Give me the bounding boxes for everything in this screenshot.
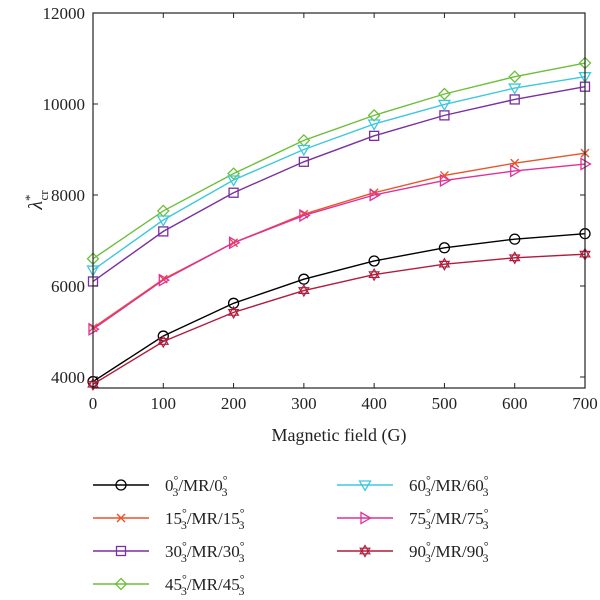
series-90 bbox=[87, 247, 591, 391]
data-point bbox=[367, 108, 381, 122]
data-point bbox=[227, 167, 240, 181]
x-tick-label: 200 bbox=[221, 394, 247, 413]
series-line bbox=[92, 253, 586, 385]
data-point bbox=[509, 94, 520, 105]
series-line bbox=[92, 232, 586, 383]
data-point bbox=[226, 175, 241, 187]
legend-item-45: 45° 3/MR/45° 3 bbox=[93, 572, 245, 598]
x-tick-label: 600 bbox=[502, 394, 528, 413]
series-line bbox=[92, 62, 586, 260]
data-point bbox=[508, 83, 522, 95]
legend-item-90: 90° 3/MR/90° 3 bbox=[337, 539, 489, 565]
legend-swatch-marker bbox=[114, 577, 128, 591]
data-point bbox=[299, 208, 311, 223]
data-point bbox=[88, 322, 100, 336]
y-tick-label: 8000 bbox=[51, 186, 85, 205]
legend-item-0: 0° 3/MR/0° 3 bbox=[93, 473, 228, 499]
x-tick-label: 700 bbox=[572, 394, 598, 413]
data-point bbox=[368, 267, 380, 282]
data-point bbox=[298, 283, 310, 298]
data-point bbox=[227, 305, 240, 320]
series-15 bbox=[88, 148, 590, 333]
legend-label: 15° 3/MR/15° 3 bbox=[165, 506, 245, 532]
legend-label: 0° 3/MR/0° 3 bbox=[165, 473, 228, 499]
plot-frame bbox=[92, 12, 586, 389]
data-point bbox=[156, 215, 170, 227]
data-point bbox=[437, 99, 452, 112]
data-point bbox=[368, 130, 380, 142]
legend-swatch-marker bbox=[115, 479, 127, 491]
plot-area bbox=[86, 56, 592, 391]
data-point bbox=[510, 164, 522, 178]
data-point bbox=[157, 334, 170, 349]
x-tick-label: 500 bbox=[432, 394, 458, 413]
legend-label: 45° 3/MR/45° 3 bbox=[165, 572, 245, 598]
y-tick-label: 6000 bbox=[51, 277, 85, 296]
legend-swatch-marker bbox=[359, 544, 371, 558]
legend-item-15: 15° 3/MR/15° 3 bbox=[93, 506, 245, 532]
x-tick-label: 400 bbox=[361, 394, 387, 413]
data-point bbox=[367, 119, 381, 131]
data-point bbox=[508, 251, 521, 265]
legend-swatch-marker bbox=[360, 511, 372, 525]
legend: 0° 3/MR/0° 3 15° 3/MR/15° 3 30° 3/MR/30° 3 45° 3/M… bbox=[93, 473, 489, 598]
data-point bbox=[227, 297, 240, 309]
x-tick-label: 100 bbox=[151, 394, 177, 413]
data-point bbox=[438, 87, 451, 101]
legend-swatch-marker bbox=[116, 513, 126, 523]
legend-label: 75° 3/MR/75° 3 bbox=[409, 506, 489, 532]
data-point bbox=[228, 236, 241, 250]
y-tick-label: 4000 bbox=[51, 368, 85, 387]
data-point bbox=[368, 255, 380, 267]
data-point bbox=[509, 233, 521, 245]
series-line bbox=[92, 76, 586, 271]
data-point bbox=[228, 187, 239, 198]
series-line bbox=[92, 152, 586, 329]
series-line bbox=[92, 163, 586, 330]
series-line bbox=[92, 86, 586, 283]
legend-label: 30° 3/MR/30° 3 bbox=[165, 539, 245, 565]
legend-label: 90° 3/MR/90° 3 bbox=[409, 539, 489, 565]
y-tick-label: 12000 bbox=[43, 4, 86, 23]
data-point bbox=[580, 157, 592, 171]
x-tick-label: 0 bbox=[89, 394, 98, 413]
axes: 0 100 200 300 400 500 600 700 4000 6000 8000 10000 1… bbox=[22, 4, 598, 446]
series-75 bbox=[88, 157, 592, 336]
legend-label: 60° 3/MR/60° 3 bbox=[409, 473, 489, 499]
x-axis-label: Magnetic field (G) bbox=[272, 425, 407, 446]
data-point bbox=[369, 188, 381, 202]
data-point bbox=[158, 226, 169, 237]
x-tick-label: 300 bbox=[291, 394, 317, 413]
data-point bbox=[439, 173, 452, 188]
y-axis-label: λ*cr bbox=[22, 190, 51, 211]
legend-item-60: 60° 3/MR/60° 3 bbox=[337, 473, 489, 499]
legend-item-30: 30° 3/MR/30° 3 bbox=[93, 539, 245, 565]
legend-item-75: 75° 3/MR/75° 3 bbox=[337, 506, 489, 532]
data-point bbox=[438, 257, 451, 271]
data-point bbox=[297, 144, 311, 157]
y-tick-label: 10000 bbox=[43, 95, 86, 114]
data-point bbox=[508, 70, 522, 84]
legend-swatch-marker bbox=[358, 480, 372, 492]
legend-swatch-marker bbox=[115, 545, 127, 557]
data-point bbox=[438, 242, 451, 254]
data-point bbox=[158, 273, 171, 287]
data-point bbox=[298, 156, 310, 167]
